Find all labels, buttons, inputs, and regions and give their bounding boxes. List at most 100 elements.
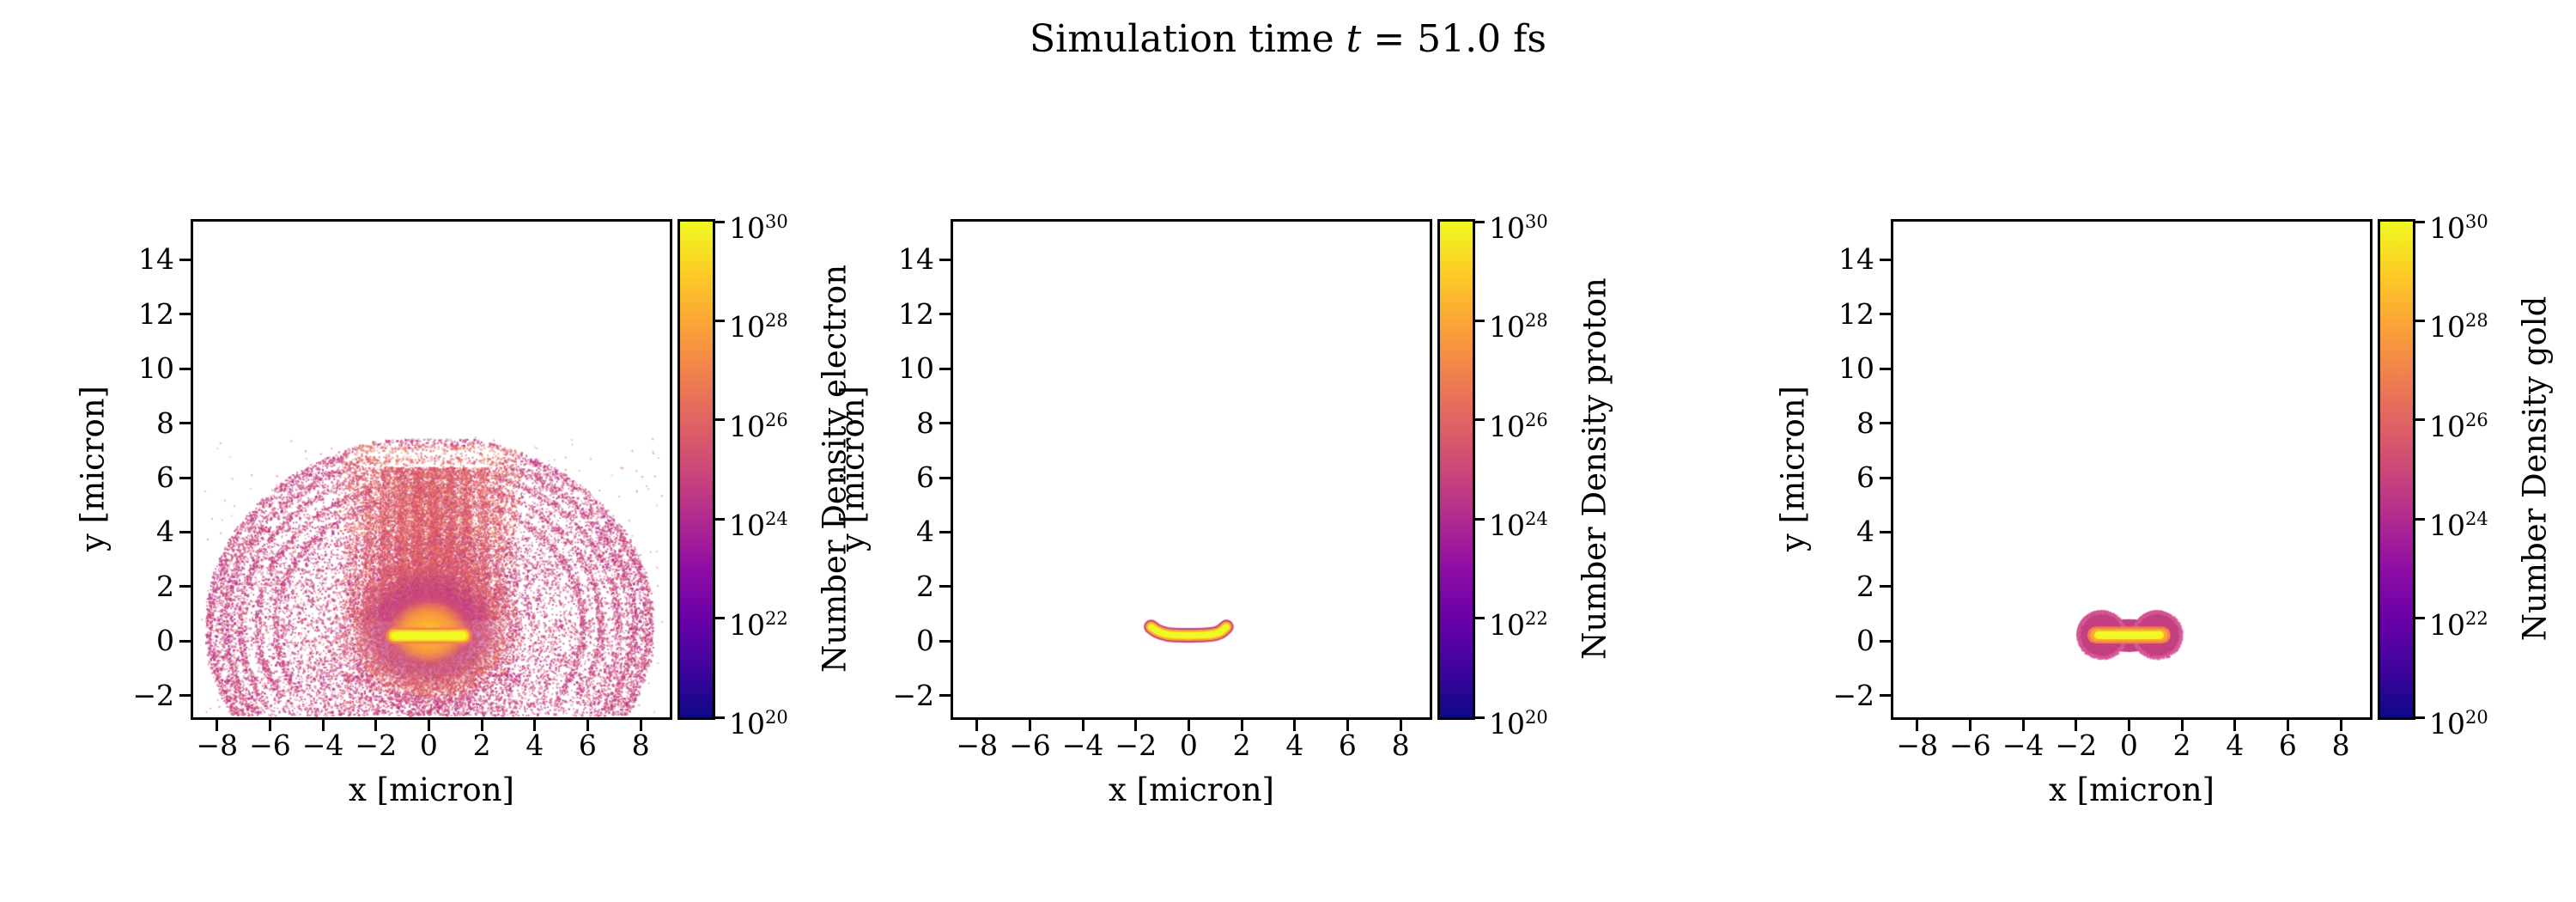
x-tick-mark	[975, 720, 979, 731]
panel-electron: y [micron] x [micron] Number Density ele…	[0, 0, 876, 902]
y-tick-mark	[939, 367, 951, 370]
plot-area-gold	[1891, 219, 2372, 720]
x-tick-label: 2	[2172, 728, 2191, 762]
y-tick-mark	[1880, 476, 1891, 479]
colorbar-tick-label: 1024	[2429, 509, 2488, 543]
plot-area-proton	[951, 219, 1432, 720]
y-tick-mark	[939, 530, 951, 533]
x-tick-label: −8	[956, 728, 999, 762]
y-tick-mark	[1880, 422, 1891, 425]
x-tick-label: 2	[472, 728, 491, 762]
heatmap-canvas-electron	[193, 222, 670, 717]
x-tick-mark	[2075, 720, 2078, 731]
x-tick-label: −2	[2055, 728, 2098, 762]
x-tick-mark	[1081, 720, 1084, 731]
colorbar-tick-mark	[1475, 716, 1485, 719]
y-tick-mark	[939, 313, 951, 316]
y-tick-mark	[1880, 313, 1891, 316]
x-tick-mark	[321, 720, 325, 731]
x-tick-mark	[2233, 720, 2237, 731]
y-tick-label: 2	[1856, 569, 1874, 603]
y-tick-label: 10	[138, 351, 174, 386]
x-tick-label: −2	[355, 728, 398, 762]
colorbar-tick-label: 1026	[1489, 409, 1548, 443]
x-tick-mark	[1293, 720, 1297, 731]
figure-title-suffix: = 51.0 fs	[1361, 17, 1546, 61]
colorbar-tick-mark	[2415, 220, 2425, 223]
x-axis-label: x [micron]	[2049, 771, 2215, 808]
x-tick-mark	[1028, 720, 1031, 731]
y-tick-label: 10	[898, 351, 934, 386]
x-tick-mark	[480, 720, 483, 731]
y-tick-label: 14	[138, 242, 174, 277]
x-tick-mark	[639, 720, 642, 731]
colorbar-tick-mark	[715, 418, 725, 422]
x-tick-label: 6	[1338, 728, 1357, 762]
x-tick-label: 4	[2226, 728, 2245, 762]
colorbar-tick-label: 1024	[729, 509, 788, 543]
x-tick-mark	[586, 720, 589, 731]
y-tick-label: 14	[1838, 242, 1874, 277]
y-tick-mark	[939, 694, 951, 698]
y-tick-mark	[939, 585, 951, 588]
y-tick-label: 8	[1856, 405, 1874, 440]
y-tick-mark	[179, 476, 191, 479]
figure-title: Simulation time t = 51.0 fs	[0, 17, 2576, 61]
colorbar-label-proton: Number Density proton	[1576, 277, 1613, 660]
colorbar-tick-mark	[1475, 418, 1485, 422]
colorbar-tick-label: 1030	[729, 211, 788, 245]
colorbar-proton	[1437, 219, 1475, 720]
x-tick-label: −4	[301, 728, 344, 762]
heatmap-canvas-proton	[953, 222, 1430, 717]
y-tick-label: 4	[156, 515, 174, 549]
y-tick-mark	[1880, 530, 1891, 533]
colorbar-electron	[677, 219, 715, 720]
colorbar-tick-mark	[2415, 319, 2425, 322]
x-tick-label: 6	[2278, 728, 2297, 762]
y-tick-mark	[939, 258, 951, 261]
x-axis-label: x [micron]	[349, 771, 514, 808]
y-tick-mark	[179, 694, 191, 698]
y-tick-label: 8	[916, 405, 934, 440]
colorbar-tick-mark	[2415, 617, 2425, 620]
figure-title-prefix: Simulation time	[1029, 17, 1346, 61]
x-tick-label: 0	[419, 728, 438, 762]
y-tick-mark	[1880, 694, 1891, 698]
colorbar-tick-mark	[1475, 617, 1485, 620]
x-tick-label: 8	[1391, 728, 1410, 762]
y-tick-label: 0	[1856, 624, 1874, 658]
colorbar-tick-label: 1028	[1489, 310, 1548, 344]
colorbar-tick-label: 1020	[2429, 707, 2488, 740]
x-tick-mark	[1240, 720, 1243, 731]
y-tick-mark	[939, 422, 951, 425]
x-axis-label: x [micron]	[1109, 771, 1274, 808]
colorbar-tick-label: 1030	[2429, 211, 2488, 245]
x-tick-mark	[1399, 720, 1402, 731]
y-tick-label: 12	[898, 296, 934, 331]
y-tick-mark	[1880, 367, 1891, 370]
y-tick-mark	[179, 258, 191, 261]
y-tick-mark	[1880, 585, 1891, 588]
panel-proton: y [micron] x [micron] Number Density pro…	[760, 0, 1636, 902]
colorbar-tick-label: 1020	[729, 707, 788, 740]
y-tick-label: 12	[1838, 296, 1874, 331]
y-tick-label: −2	[1832, 678, 1874, 712]
y-tick-label: −2	[132, 678, 174, 712]
colorbar-tick-mark	[715, 319, 725, 322]
x-tick-mark	[216, 720, 219, 731]
colorbar-tick-mark	[2415, 716, 2425, 719]
x-tick-mark	[1187, 720, 1190, 731]
x-tick-mark	[1968, 720, 1971, 731]
x-tick-mark	[2127, 720, 2130, 731]
y-tick-label: 0	[156, 624, 174, 658]
x-tick-label: −4	[2002, 728, 2044, 762]
x-tick-mark	[2286, 720, 2289, 731]
colorbar-tick-label: 1030	[1489, 211, 1548, 245]
x-tick-label: 8	[631, 728, 650, 762]
colorbar-tick-mark	[1475, 319, 1485, 322]
colorbar-tick-label: 1028	[729, 310, 788, 344]
colorbar-tick-label: 1022	[1489, 607, 1548, 642]
x-tick-label: 2	[1232, 728, 1251, 762]
y-tick-mark	[179, 367, 191, 370]
figure-title-variable: t	[1346, 17, 1362, 61]
